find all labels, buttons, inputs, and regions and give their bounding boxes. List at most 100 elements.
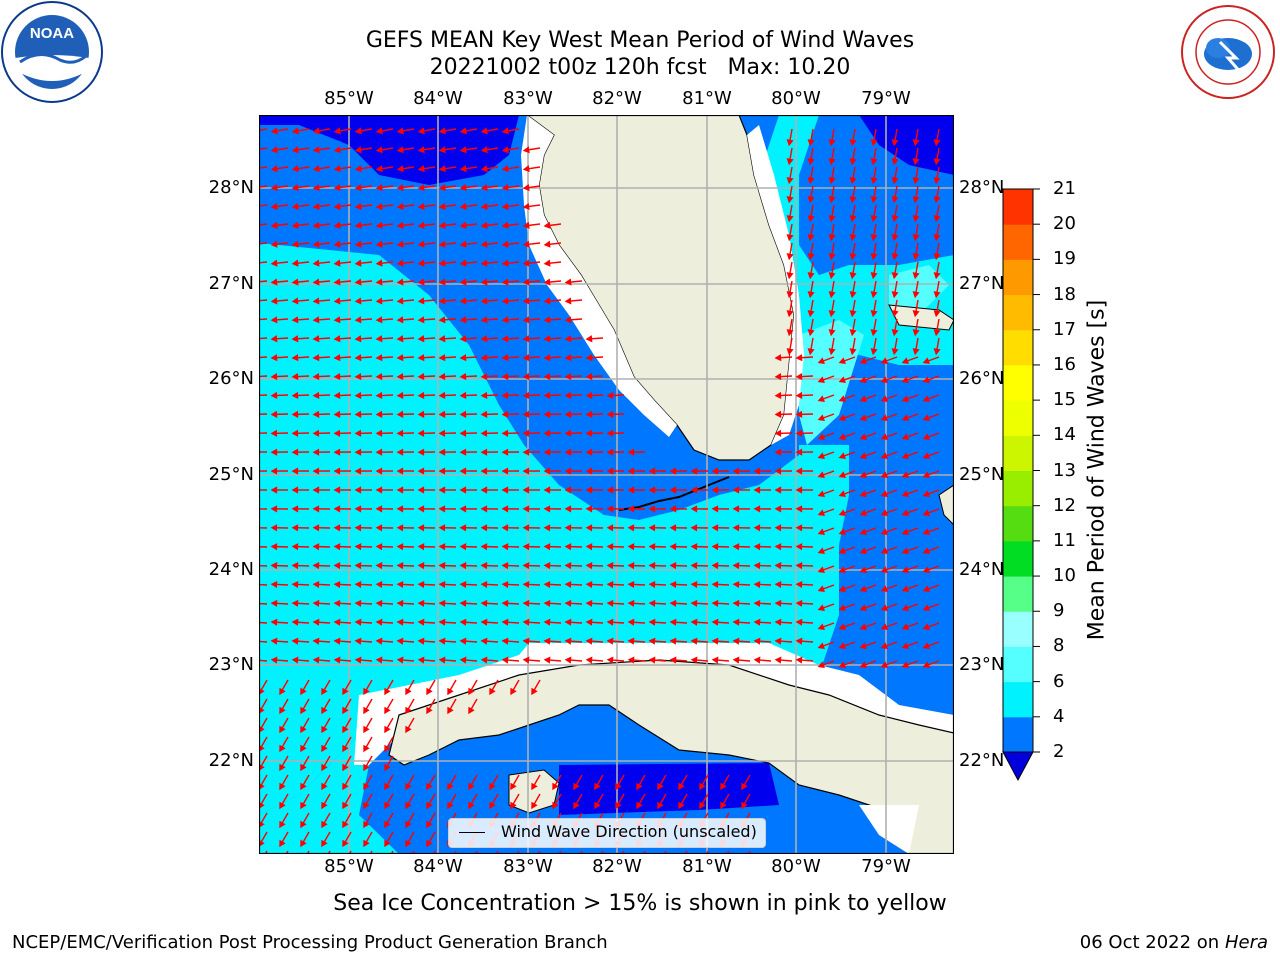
wind-wave-arrow-head — [459, 524, 467, 532]
wind-wave-arrow-head — [291, 410, 299, 418]
wind-wave-arrow-head — [817, 642, 825, 650]
wind-wave-arrow-head — [901, 452, 909, 460]
wind-wave-arrow-head — [648, 467, 656, 475]
wind-wave-arrow-head — [807, 272, 815, 280]
wind-wave-arrow — [259, 621, 268, 624]
wind-wave-arrow-head — [321, 820, 328, 829]
wind-wave-arrow-head — [774, 467, 782, 475]
wind-wave-arrow — [259, 375, 268, 378]
wind-wave-arrow-head — [543, 316, 551, 324]
wind-wave-arrow-head — [501, 165, 509, 173]
wind-wave-arrow-head — [384, 687, 391, 696]
wind-wave-arrow-head — [480, 505, 488, 513]
wind-wave-arrow-head — [354, 467, 362, 475]
wind-wave-arrow-head — [838, 547, 846, 555]
wind-wave-arrow-head — [270, 278, 278, 286]
wind-wave-arrow-head — [384, 801, 391, 810]
wind-wave-arrow-head — [585, 486, 593, 494]
colorbar-segment — [1003, 259, 1033, 296]
wind-wave-arrow-head — [459, 278, 467, 286]
wind-wave-arrow-head — [849, 177, 857, 185]
wind-wave-arrow-head — [522, 278, 530, 286]
wind-wave-arrow-head — [438, 335, 446, 343]
wind-wave-arrow-head — [375, 599, 383, 607]
wind-wave-arrow-head — [354, 316, 362, 324]
wind-wave-arrow-head — [396, 354, 404, 362]
wind-wave-arrow-head — [291, 429, 299, 437]
wind-wave-arrow-head — [522, 316, 530, 324]
wind-wave-arrow-head — [585, 562, 593, 570]
wind-wave-arrow-head — [522, 410, 530, 418]
wind-wave-arrow-head — [417, 259, 425, 267]
wind-wave-arrow-head — [363, 725, 370, 734]
wind-wave-arrow-head — [312, 524, 320, 532]
wind-wave-arrow-head — [817, 528, 825, 536]
wind-wave-arrow-head — [480, 410, 488, 418]
wind-wave-arrow-head — [480, 297, 488, 305]
wind-wave-arrow-head — [396, 505, 404, 513]
wind-wave-arrow-head — [312, 316, 320, 324]
wind-wave-arrow-head — [522, 580, 530, 589]
wind-wave-arrow-head — [375, 505, 383, 513]
wind-wave-arrow-head — [606, 580, 614, 589]
wind-wave-arrow-head — [333, 599, 341, 607]
wind-wave-arrow-head — [468, 801, 475, 810]
wind-wave-arrow-head — [711, 580, 719, 589]
wind-wave-arrow-head — [417, 467, 425, 475]
wind-wave-arrow-head — [510, 801, 517, 810]
wind-wave-arrow-head — [270, 221, 278, 229]
wind-wave-arrow-head — [828, 348, 836, 356]
wind-wave-arrow-head — [543, 297, 551, 305]
wind-wave-arrow-head — [384, 763, 391, 772]
wind-wave-arrow-head — [648, 580, 656, 589]
wind-wave-arrow-head — [375, 297, 383, 305]
wind-wave-arrow-head — [375, 146, 383, 154]
wind-wave-arrow-head — [585, 354, 593, 362]
wind-wave-arrow-head — [438, 656, 446, 664]
wind-wave-arrow-head — [396, 486, 404, 494]
wind-wave-arrow-head — [585, 410, 593, 418]
wind-wave-arrow-head — [627, 505, 635, 513]
wind-wave-arrow-head — [291, 618, 299, 626]
wind-wave-arrow-head — [564, 524, 572, 532]
wind-wave-arrow-head — [417, 618, 425, 626]
lat-tick-right: 25°N — [959, 464, 1005, 485]
wind-wave-arrow-head — [543, 429, 551, 437]
wind-wave-arrow-head — [333, 202, 341, 210]
wind-wave-arrow-head — [333, 354, 341, 362]
wind-wave-arrow-head — [501, 240, 509, 248]
wind-wave-arrow-head — [522, 543, 530, 551]
wind-wave-arrow-head — [522, 335, 530, 343]
wind-wave-arrow-head — [480, 637, 488, 645]
wind-wave-arrow-head — [396, 391, 404, 400]
wind-wave-arrow-head — [522, 202, 530, 210]
wind-wave-arrow-head — [901, 623, 909, 631]
wind-wave-arrow-head — [384, 820, 391, 829]
wind-wave-arrow-head — [438, 486, 446, 494]
wind-wave-arrow-head — [354, 221, 362, 229]
wind-wave-arrow-head — [396, 410, 404, 418]
wind-wave-arrow-head — [396, 165, 404, 173]
wind-wave-arrow-head — [891, 234, 899, 242]
wind-wave-arrow-head — [543, 618, 551, 626]
wind-wave-arrow-head — [270, 448, 278, 456]
wind-wave-arrow-head — [270, 562, 278, 570]
wind-wave-arrow-head — [720, 801, 727, 810]
wind-wave-arrow-head — [606, 505, 614, 513]
wind-wave-arrow-head — [880, 471, 888, 479]
wind-wave-arrow-head — [732, 637, 740, 645]
wind-wave-arrow-head — [711, 467, 719, 475]
wind-wave-arrow-head — [396, 146, 404, 154]
wind-wave-arrow-head — [732, 543, 740, 551]
wind-wave-arrow-head — [333, 429, 341, 437]
wind-wave-arrow-head — [291, 127, 299, 135]
wind-wave-arrow-head — [543, 505, 551, 513]
wind-wave-arrow-head — [859, 547, 867, 555]
wind-wave-arrow-head — [564, 391, 572, 400]
wind-wave-arrow-head — [354, 184, 362, 192]
wind-wave-arrow-head — [438, 240, 446, 248]
wind-wave-arrow-head — [933, 177, 941, 185]
wind-wave-arrow-head — [417, 335, 425, 343]
wind-wave-arrow-head — [426, 839, 433, 848]
wind-wave-arrow-head — [859, 528, 867, 536]
